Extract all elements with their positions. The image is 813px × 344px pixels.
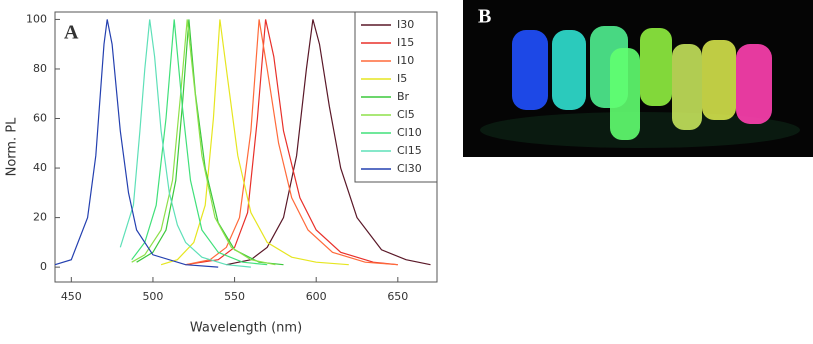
spectrum-line	[185, 19, 398, 266]
legend-label: Cl15	[397, 144, 422, 157]
x-tick-label: 550	[224, 290, 245, 303]
legend-label: I30	[397, 18, 414, 31]
y-tick-label: 0	[40, 260, 47, 273]
legend-label: Cl10	[397, 126, 422, 139]
spectrum-line	[119, 19, 251, 268]
y-tick-label: 60	[33, 112, 47, 125]
spectrum-line	[160, 19, 349, 266]
legend-label: Cl30	[397, 162, 422, 175]
x-tick-label: 650	[387, 290, 408, 303]
y-tick-label: 40	[33, 161, 47, 174]
legend-label: Br	[397, 90, 410, 103]
y-tick-label: 80	[33, 62, 47, 75]
legend-label: I5	[397, 72, 407, 85]
spectrum-line	[131, 19, 276, 266]
legend-label: I15	[397, 36, 414, 49]
spectrum-line	[136, 19, 284, 266]
spectrum-line	[54, 19, 219, 268]
legend-label: I10	[397, 54, 414, 67]
y-axis-label: Norm. PL	[5, 117, 20, 177]
spectrum-line	[131, 19, 268, 266]
legend-label: Cl5	[397, 108, 415, 121]
x-tick-label: 500	[142, 290, 163, 303]
photo-label: B	[478, 6, 491, 28]
spectrum-line	[185, 19, 398, 266]
x-axis-label: Wavelength (nm)	[190, 321, 302, 336]
photo: B	[463, 0, 813, 157]
x-tick-label: 600	[306, 290, 327, 303]
panel-label: A	[64, 22, 79, 44]
y-tick-label: 100	[26, 12, 47, 25]
x-tick-label: 450	[61, 290, 82, 303]
spectrum-line	[226, 19, 431, 266]
y-tick-label: 20	[33, 211, 47, 224]
